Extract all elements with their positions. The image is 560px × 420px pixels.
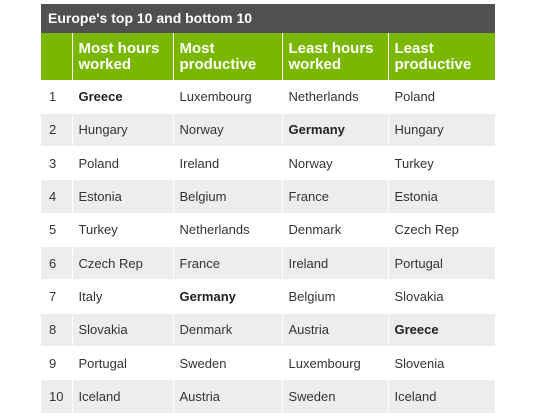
table-cell: Sweden [172, 345, 282, 380]
table-cell: Poland [71, 146, 173, 180]
table-cell: Luxembourg [172, 79, 282, 114]
table-cell: Austria [281, 312, 388, 347]
header-rank [41, 33, 72, 80]
table-cell: Norway [281, 146, 388, 180]
table-row: 3 Poland Ireland Norway Turkey [41, 146, 495, 180]
table-cell: Poland [387, 79, 495, 114]
table-row: 2 Hungary Norway Germany Hungary [41, 112, 495, 147]
table-cell: Denmark [281, 212, 388, 247]
rank-cell: 9 [41, 345, 72, 380]
rank-cell: 3 [41, 146, 72, 180]
rank-cell: 6 [41, 245, 72, 280]
header-least-productive: Least productive [387, 33, 495, 80]
rank-cell: 1 [41, 79, 72, 114]
table-cell: Slovakia [387, 279, 495, 314]
table-cell: Luxembourg [281, 345, 388, 380]
ranking-table-panel: Europe's top 10 and bottom 10 Most hours… [41, 4, 495, 413]
table-cell: Greece [387, 312, 495, 347]
table-row: 7 Italy Germany Belgium Slovakia [41, 279, 495, 314]
table-cell: Norway [172, 112, 282, 147]
table-cell: Netherlands [172, 212, 282, 247]
table-cell: Greece [71, 79, 173, 114]
table-cell: Ireland [172, 146, 282, 180]
header-least-hours-worked: Least hours worked [281, 33, 388, 80]
table-cell: Hungary [71, 112, 173, 147]
table-cell: Germany [172, 279, 282, 314]
table-cell: Hungary [387, 112, 495, 147]
table-cell: Czech Rep [71, 245, 173, 280]
table-cell: Turkey [71, 212, 173, 247]
table-row: 9 Portugal Sweden Luxembourg Slovenia [41, 345, 495, 380]
table-cell: Turkey [387, 146, 495, 180]
table-cell: Estonia [71, 179, 173, 214]
rank-cell: 8 [41, 312, 72, 347]
rank-cell: 4 [41, 179, 72, 214]
table-cell: Slovenia [387, 345, 495, 380]
header-most-hours-worked: Most hours worked [71, 33, 173, 80]
table-cell: France [281, 179, 388, 214]
table-title: Europe's top 10 and bottom 10 [41, 4, 495, 33]
table-cell: Portugal [71, 345, 173, 380]
table-cell: Germany [281, 112, 388, 147]
rank-cell: 10 [41, 379, 72, 413]
table-cell: Portugal [387, 245, 495, 280]
table-cell: France [172, 245, 282, 280]
ranking-table: Most hours worked Most productive Least … [41, 33, 495, 413]
table-cell: Netherlands [281, 79, 388, 114]
table-cell: Iceland [71, 379, 173, 413]
rank-cell: 2 [41, 112, 72, 147]
table-cell: Italy [71, 279, 173, 314]
table-row: 1 Greece Luxembourg Netherlands Poland [41, 79, 495, 114]
rank-cell: 7 [41, 279, 72, 314]
table-cell: Czech Rep [387, 212, 495, 247]
table-cell: Ireland [281, 245, 388, 280]
table-cell: Belgium [281, 279, 388, 314]
table-cell: Iceland [387, 379, 495, 413]
header-row: Most hours worked Most productive Least … [41, 33, 495, 80]
table-cell: Slovakia [71, 312, 173, 347]
table-row: 4 Estonia Belgium France Estonia [41, 179, 495, 214]
header-most-productive: Most productive [172, 33, 282, 80]
table-row: 10 Iceland Austria Sweden Iceland [41, 379, 495, 413]
table-cell: Denmark [172, 312, 282, 347]
table-row: 8 Slovakia Denmark Austria Greece [41, 312, 495, 347]
table-cell: Sweden [281, 379, 388, 413]
table-row: 5 Turkey Netherlands Denmark Czech Rep [41, 212, 495, 247]
table-row: 6 Czech Rep France Ireland Portugal [41, 245, 495, 280]
table-cell: Belgium [172, 179, 282, 214]
rank-cell: 5 [41, 212, 72, 247]
table-cell: Estonia [387, 179, 495, 214]
table-cell: Austria [172, 379, 282, 413]
